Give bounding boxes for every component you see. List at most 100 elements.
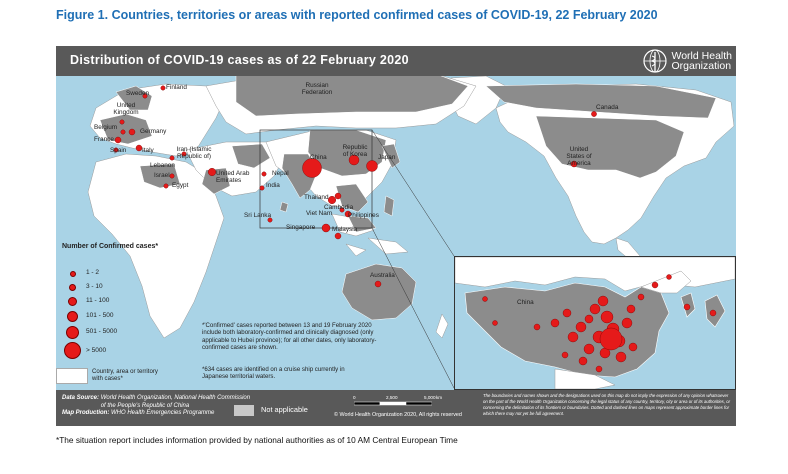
srilanka-affected [279,201,289,213]
marker-sweden [142,93,148,99]
inset-focus-box [259,129,373,229]
cruise-ship-note: *634 cases are identified on a cruise sh… [202,366,345,381]
scale-tick-2500: 2,500 [386,395,398,400]
legend-country-swatch [56,368,88,384]
legend-label-3: 11 - 100 [86,297,110,304]
legend-label-4: 101 - 500 [86,312,114,319]
who-emblem-icon [642,49,667,73]
label-germany: Germany [140,128,167,135]
marker-canada [591,111,597,117]
nordic-affected [115,85,153,111]
marker-singapore [321,223,331,233]
iran-affected [231,143,271,169]
label-korea: Republic of Korea [342,144,368,158]
legend-title: Number of Confirmed cases* [62,243,159,250]
china-inset-map: China [454,256,736,390]
marker-italy [135,144,143,152]
egypt-affected [139,163,181,189]
marker-spain [113,147,119,153]
label-vietnam: Viet Nam [306,210,333,217]
label-uk: United Kingdom [113,102,139,116]
data-source-text: World Health Organization, National Heal… [100,395,251,409]
label-srilanka: Sri Lanka [244,212,271,219]
footnote: *The situation report includes informati… [56,435,458,445]
scale-bar [354,401,432,406]
marker-china [302,158,322,178]
label-nepal: Nepal [272,170,289,177]
marker-malaysia [334,232,342,240]
marker-india [259,185,265,191]
china-inset-svg [455,257,735,389]
label-canada: Canada [596,104,619,111]
label-malaysia: Malaysia [332,226,358,233]
who-name-line2: Organization [671,60,732,72]
who-name-line1: World Health [671,49,733,62]
legend-marker-1 [70,271,76,277]
who-logo: World Health Organization [642,48,733,74]
marker-germany [128,128,136,136]
data-source-label: Data Source: [62,395,100,401]
marker-usa [570,160,578,168]
disclaimer: The boundaries and names shown and the d… [483,393,731,416]
label-egypt: Egypt [172,182,189,189]
label-iran: Iran (Islamic Republic of) [176,146,212,160]
label-singapore: Singapore [286,224,316,231]
legend-country-label: Country, area or territory with cases* [92,368,158,383]
legend-label-6: > 5000 [86,347,107,354]
indochina-affected [335,183,369,213]
marker-korea [348,154,360,166]
label-lebanon: Lebanon [150,162,175,169]
marker-finland [160,85,166,91]
label-usa: United States of America [566,146,592,167]
marker-cambodia [339,207,345,213]
map-title: Distribution of COVID-19 cases as of 22 … [70,53,409,67]
marker-srilanka [267,217,273,223]
korea-japan-affected [381,143,401,169]
marker-vietnam [334,192,342,200]
data-source: Data Source: World Health Organization, … [62,395,251,418]
label-france: France [94,136,114,143]
china-affected [307,129,387,177]
legend-marker-5 [66,326,79,339]
legend-class-1: 1 - 2 [56,267,136,281]
label-australia: Australia [370,272,395,279]
legend-class-2: 3 - 10 [56,281,136,295]
not-applicable-swatch [234,405,254,416]
scale-unit: km [436,395,443,400]
label-finland: Finland [166,84,187,91]
label-belgium: Belgium [94,124,118,131]
marker-egypt [163,183,169,189]
legend-class-5: 501 - 5000 [56,326,136,340]
label-italy: Italy [142,147,154,154]
confirmed-cases-note: *'Confirmed' cases reported between 13 a… [202,322,377,352]
label-russia: Russian Federation [301,82,333,96]
legend-label-5: 501 - 5000 [86,328,118,335]
legend-class-4: 101 - 500 [56,310,136,324]
marker-australia [374,280,382,288]
scale-tick-0: 0 [353,395,356,400]
marker-uk [119,119,125,125]
map-production-label: Map Production: [62,410,110,417]
legend-class-3: 11 - 100 [56,295,136,309]
marker-belgium [120,129,126,135]
map-footer: Data Source: World Health Organization, … [56,390,736,426]
legend-marker-2 [69,284,76,291]
copyright: © World Health Organization 2020, All ri… [334,412,462,418]
legend-marker-6 [64,342,81,359]
southeast-asia-islands [331,213,409,257]
not-applicable-label: Not applicable [261,405,308,414]
label-thailand: Thailand [304,194,329,201]
marker-lebanon [169,155,175,161]
canada-affected [485,83,717,119]
marker-thailand [328,195,337,204]
map-production-text: WHO Health Emergencies Programme [111,410,215,417]
new-zealand-land [435,313,449,339]
map-frame: Distribution of COVID-19 cases as of 22 … [56,46,736,426]
world-map [87,69,735,397]
legend-label-1: 1 - 2 [86,269,100,276]
map-title-banner: Distribution of COVID-19 cases as of 22 … [56,46,736,76]
marker-uae [207,167,216,176]
philippines-affected [383,195,395,217]
label-cambodia: Cambodia [324,204,354,211]
marker-france [114,136,122,144]
